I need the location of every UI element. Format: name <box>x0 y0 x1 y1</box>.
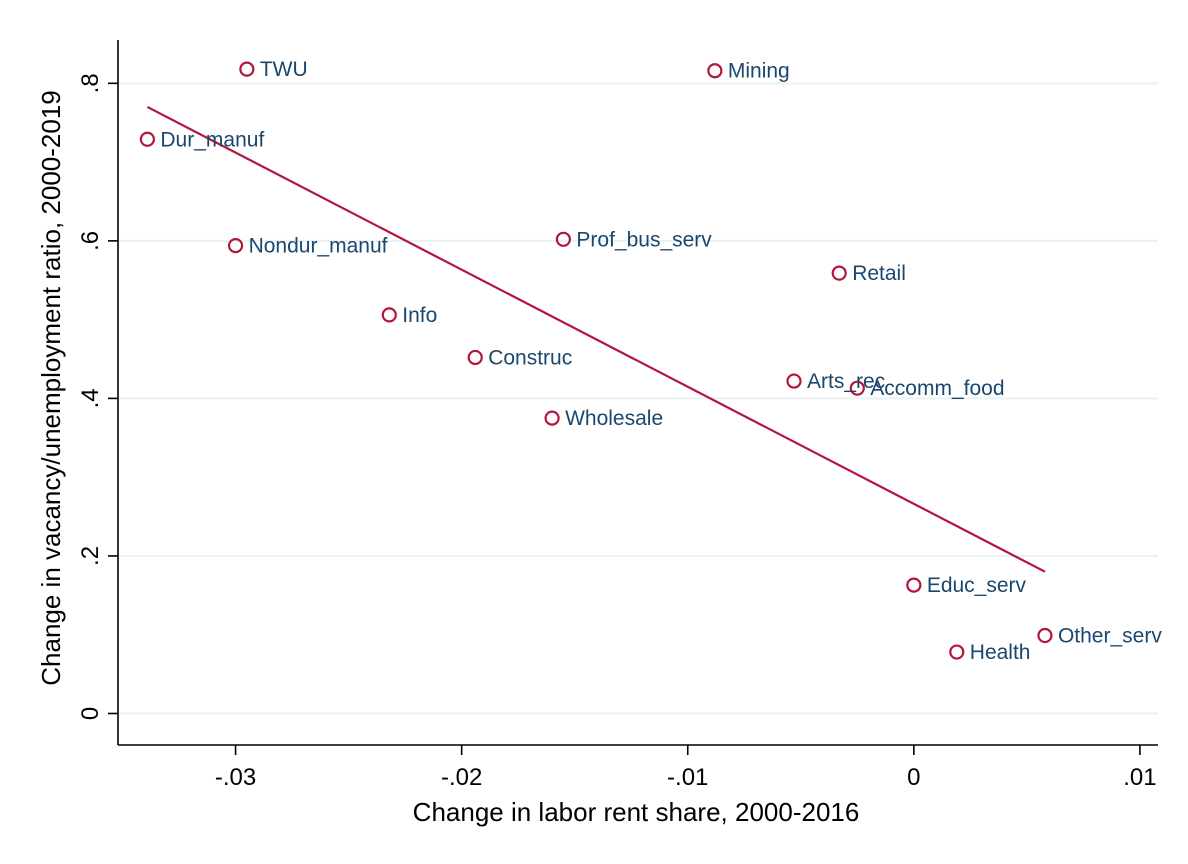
point-label: Info <box>402 304 437 327</box>
data-point <box>849 380 865 396</box>
data-point <box>227 237 244 254</box>
point-label: Educ_serv <box>927 574 1027 597</box>
data-point <box>786 373 802 389</box>
x-tick-label: -.02 <box>441 764 482 791</box>
point-label: Wholesale <box>565 407 663 430</box>
point-label: Health <box>970 641 1031 664</box>
point-label: Dur_manuf <box>160 128 264 151</box>
x-ticks: -.03 -.02 -.01 0 .01 <box>215 745 1157 791</box>
data-point <box>467 349 483 366</box>
x-axis-title: Change in labor rent share, 2000-2016 <box>413 797 860 827</box>
data-point <box>555 231 571 247</box>
y-tick-label: .6 <box>77 231 104 251</box>
data-point <box>831 265 847 281</box>
data-point <box>544 410 560 426</box>
x-tick-label: .01 <box>1123 764 1156 791</box>
y-tick-label: .4 <box>77 388 104 408</box>
point-labels-group: TWU Mining Dur_manuf Nondur_manuf Prof_bus_s… <box>160 58 1162 664</box>
axes <box>117 40 1158 746</box>
x-tick-label: -.03 <box>215 764 256 791</box>
y-ticks: 0 .2 .4 .6 .8 <box>77 73 118 720</box>
point-label: TWU <box>260 58 308 81</box>
data-point <box>949 644 965 660</box>
fit-line <box>146 105 1046 573</box>
points-group <box>139 61 1053 660</box>
point-label: Mining <box>728 60 790 83</box>
data-point <box>906 577 922 593</box>
x-tick-label: 0 <box>907 764 920 791</box>
x-tick-label: -.01 <box>667 764 708 791</box>
y-tick-label: 0 <box>77 707 104 720</box>
point-label: Nondur_manuf <box>249 235 388 258</box>
point-label: Retail <box>852 262 906 285</box>
point-label: Construc <box>488 346 572 369</box>
y-tick-label: .8 <box>77 73 104 93</box>
point-label: Prof_bus_serv <box>576 228 712 251</box>
point-label: Accomm_food <box>870 377 1004 400</box>
point-label: Other_serv <box>1058 625 1162 648</box>
data-point <box>707 63 723 79</box>
grid-lines <box>119 82 1158 715</box>
data-point <box>239 61 255 77</box>
data-point <box>139 131 155 147</box>
fit-line-group <box>146 105 1046 573</box>
data-point <box>1037 627 1053 644</box>
y-tick-label: .2 <box>77 546 104 566</box>
y-axis-title: Change in vacancy/unemployment ratio, 20… <box>36 90 66 686</box>
data-point <box>381 307 397 323</box>
point-label: Arts_rec <box>807 370 885 393</box>
